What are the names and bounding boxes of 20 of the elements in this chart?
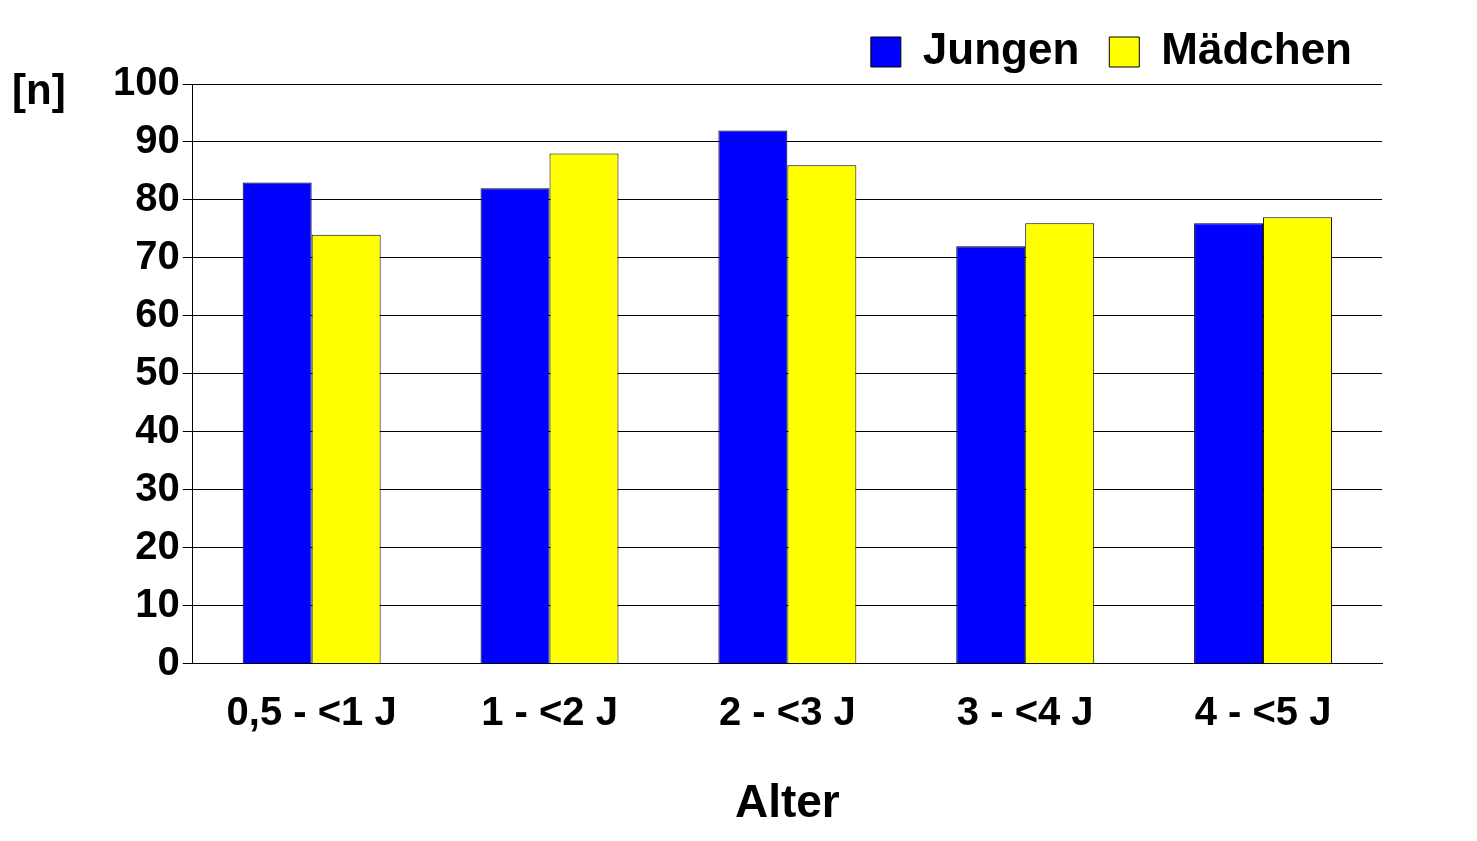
y-tick-label: 10 bbox=[135, 580, 180, 625]
x-tick-label: 2 - <3 J bbox=[718, 688, 856, 733]
x-tick-label: 3 - <4 J bbox=[956, 688, 1094, 733]
y-tick-label: 90 bbox=[135, 117, 180, 162]
y-tick-label: 100 bbox=[112, 59, 180, 104]
x-tick-label: 1 - <2 J bbox=[481, 688, 618, 733]
x-axis-title: Alter bbox=[734, 775, 840, 828]
y-tick-label: 80 bbox=[135, 174, 180, 219]
y-tick-label: 0 bbox=[157, 638, 180, 683]
y-tick-label: 60 bbox=[135, 290, 180, 335]
legend-label: Mädchen bbox=[1161, 24, 1353, 74]
y-tick-label: 20 bbox=[135, 522, 180, 567]
x-tick-label: 4 - <5 J bbox=[1194, 688, 1332, 733]
legend-label: Jungen bbox=[922, 24, 1080, 74]
y-tick-label: 70 bbox=[135, 232, 180, 277]
y-tick-label: 30 bbox=[135, 464, 180, 509]
y-axis-title: [n] bbox=[12, 65, 66, 113]
y-tick-label: 40 bbox=[135, 406, 180, 451]
x-tick-label: 0,5 - <1 J bbox=[226, 688, 397, 733]
y-tick-label: 50 bbox=[135, 348, 180, 393]
